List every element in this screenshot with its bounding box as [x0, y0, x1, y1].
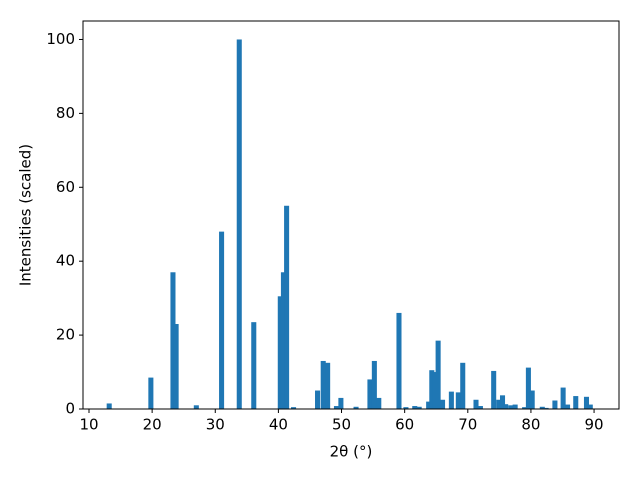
x-axis-label: 2θ (°) — [330, 443, 373, 461]
bar — [499, 395, 506, 409]
y-tick-label: 100 — [46, 30, 75, 48]
bar — [170, 272, 176, 409]
y-tick-label: 20 — [56, 326, 75, 344]
bar — [333, 406, 340, 409]
bar — [338, 397, 344, 409]
x-tick-label: 80 — [521, 416, 540, 434]
bar — [403, 407, 409, 409]
x-tick-label: 30 — [206, 416, 225, 434]
x-tick-label: 50 — [332, 416, 351, 434]
bar — [448, 391, 454, 409]
bar — [587, 404, 593, 409]
bar — [503, 404, 509, 409]
bar — [148, 377, 154, 409]
bar — [432, 372, 438, 409]
bar — [193, 405, 199, 409]
plot-frame — [82, 20, 620, 410]
bar — [573, 396, 579, 409]
bar — [277, 296, 283, 409]
bar — [583, 396, 590, 409]
bar — [251, 322, 257, 409]
bar — [525, 367, 531, 409]
bar — [291, 407, 297, 409]
x-tick-label: 90 — [585, 416, 604, 434]
y-tick-label: 80 — [56, 104, 75, 122]
bar — [565, 404, 571, 409]
bar — [473, 399, 479, 409]
bar — [416, 406, 422, 409]
y-axis-label: Intensities (scaled) — [17, 144, 35, 286]
bar — [522, 407, 528, 409]
bar — [376, 397, 382, 409]
x-tick-label: 10 — [79, 416, 98, 434]
bar — [219, 231, 225, 409]
bar — [496, 399, 502, 409]
bar — [460, 362, 466, 409]
bar — [560, 387, 566, 409]
y-tick-label: 60 — [56, 178, 75, 196]
bar — [284, 205, 290, 409]
y-tick-label: 0 — [65, 400, 75, 418]
bar — [477, 406, 483, 409]
bar — [236, 39, 242, 409]
bar — [325, 362, 331, 409]
bar — [353, 406, 359, 409]
bar — [529, 390, 535, 409]
x-tick-label: 20 — [143, 416, 162, 434]
bar — [320, 360, 326, 409]
bar — [371, 360, 377, 409]
bar — [412, 406, 418, 409]
bar — [315, 390, 321, 409]
y-tick-label: 40 — [56, 252, 75, 270]
bar — [455, 392, 461, 409]
x-tick-label: 60 — [395, 416, 414, 434]
bar — [429, 370, 435, 409]
bar — [508, 405, 514, 409]
bar — [543, 407, 549, 409]
bar — [512, 404, 518, 409]
x-tick-label: 40 — [269, 416, 288, 434]
bar — [106, 403, 112, 409]
bar — [367, 379, 373, 409]
x-tick-label: 70 — [458, 416, 477, 434]
bar — [491, 370, 497, 409]
bar — [396, 312, 402, 409]
bar — [539, 406, 545, 409]
bar — [173, 324, 179, 409]
bar — [552, 400, 558, 409]
bar — [426, 401, 432, 409]
bar — [435, 340, 441, 409]
bar — [440, 399, 446, 409]
bar — [280, 272, 286, 409]
